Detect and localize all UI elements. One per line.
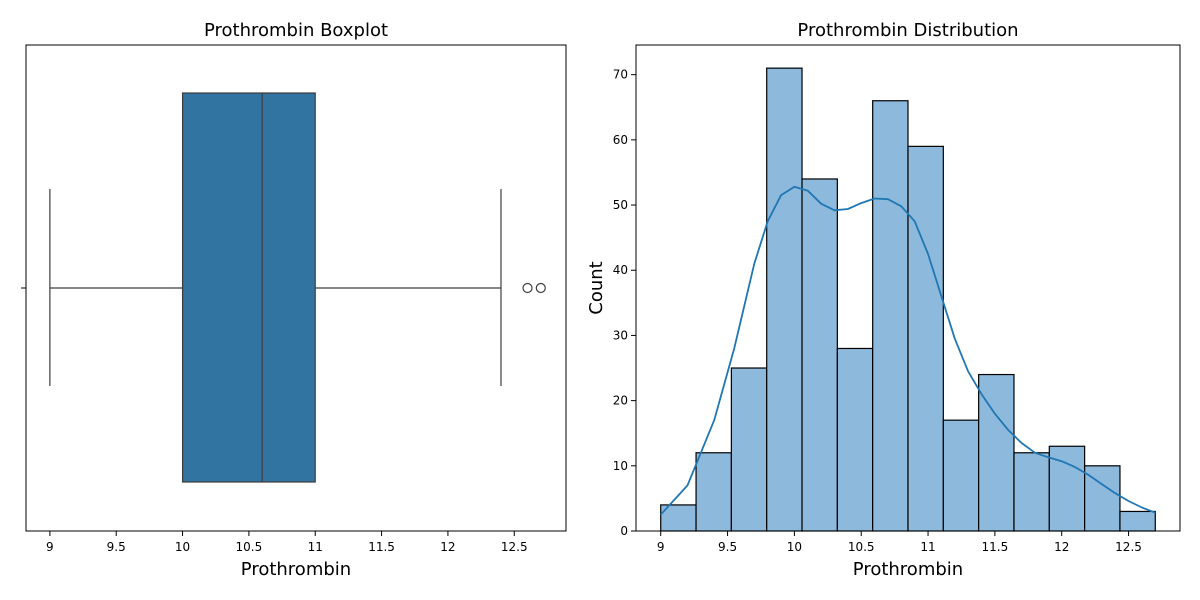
y-tick-label: 70 [613, 68, 628, 82]
histogram-bar [942, 419, 980, 532]
x-tick-label: 10 [175, 540, 190, 554]
interquartile-box [181, 92, 316, 483]
y-tick-label: 40 [613, 263, 628, 277]
outlier-point [535, 282, 546, 294]
x-tick-label: 12 [1054, 540, 1069, 554]
x-tick-label: 12.5 [501, 540, 528, 554]
x-tick-label: 9.5 [107, 540, 126, 554]
kde-curve [660, 185, 1156, 516]
histogram-frame [635, 44, 1181, 532]
x-tick-label: 12 [440, 540, 455, 554]
histogram-bar [801, 178, 838, 532]
y-tick-label: 50 [613, 198, 628, 212]
x-tick-label: 11 [308, 540, 323, 554]
histogram-bar [695, 452, 732, 532]
histogram-title: Prothrombin Distribution [797, 20, 1018, 41]
histogram-x-axis-label: Prothrombin [853, 559, 963, 580]
x-tick-label: 11.5 [368, 540, 395, 554]
histogram-bar [1119, 510, 1156, 532]
boxplot-x-axis-label: Prothrombin [241, 559, 351, 580]
boxplot-title: Prothrombin Boxplot [204, 20, 388, 41]
y-tick-label: 30 [613, 328, 628, 342]
x-tick-label: 10 [787, 540, 802, 554]
x-tick-label: 9 [46, 540, 54, 554]
outlier-point [522, 282, 533, 294]
x-tick-label: 10.5 [848, 540, 875, 554]
x-tick-label: 11.5 [982, 540, 1009, 554]
histogram-bar [1048, 445, 1086, 532]
y-tick-label: 60 [613, 133, 628, 147]
histogram-bar [836, 347, 874, 532]
histogram-axes: Prothrombin Distribution Prothrombin Cou… [586, 20, 1181, 580]
histogram-bar [730, 367, 768, 532]
x-tick-label: 12.5 [1115, 540, 1142, 554]
y-tick-label: 10 [613, 459, 628, 473]
histogram-bar [766, 67, 803, 532]
histogram-bar [872, 100, 909, 532]
boxplot-axes: Prothrombin Boxplot Prothrombin 9 9.5 10 10… [21, 20, 567, 580]
x-tick-label: 10.5 [236, 540, 263, 554]
histogram-bar [1013, 452, 1050, 532]
y-tick-label: 0 [620, 524, 628, 538]
y-tick-label: 20 [613, 394, 628, 408]
x-tick-label: 9 [657, 540, 665, 554]
histogram-bar [907, 145, 944, 532]
histogram-y-axis-label: Count [586, 261, 607, 314]
x-tick-label: 9.5 [718, 540, 737, 554]
x-tick-label: 11 [920, 540, 935, 554]
